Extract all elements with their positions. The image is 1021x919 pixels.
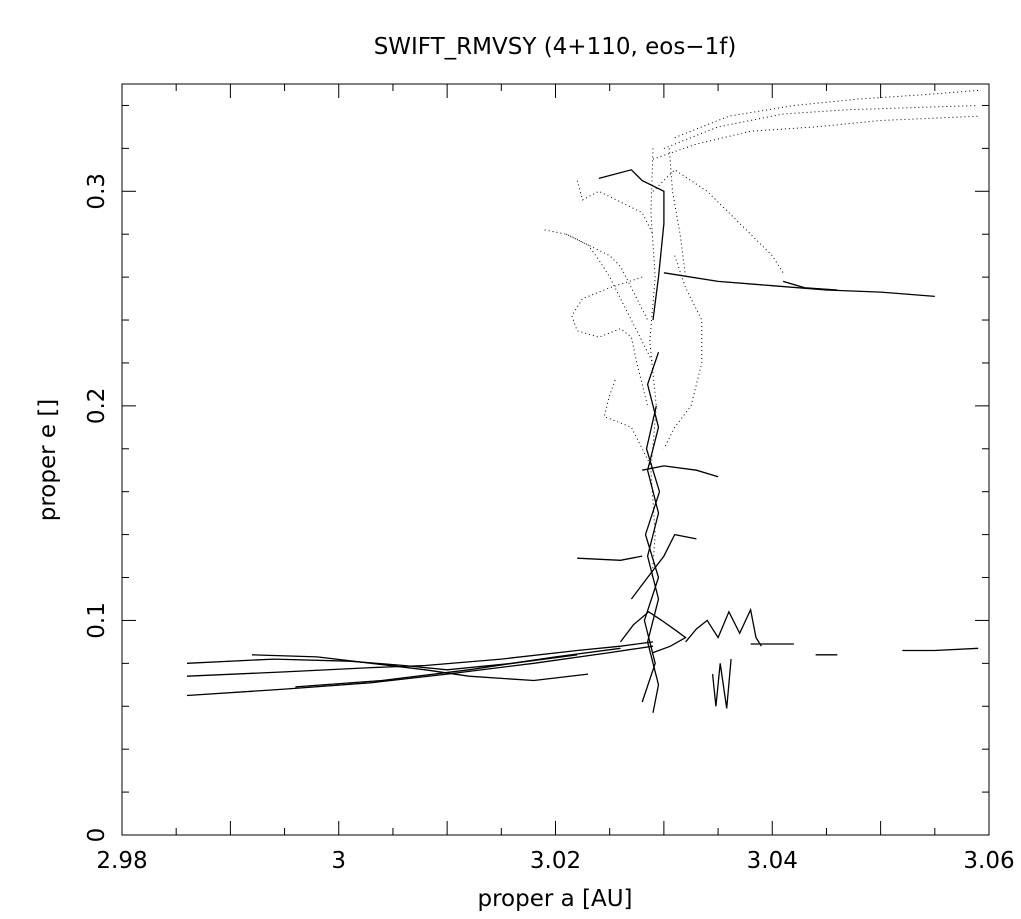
- x-tick-label: 3.02: [530, 848, 581, 874]
- plot-frame: [121, 83, 990, 836]
- data-track: [663, 255, 703, 450]
- data-track: [642, 465, 719, 478]
- data-tracks: [186, 89, 979, 713]
- y-tick-label: 0.1: [84, 602, 110, 639]
- data-track: [544, 229, 649, 321]
- data-track: [685, 607, 762, 647]
- y-tick-label: 0.3: [84, 173, 110, 210]
- chart-title: SWIFT_RMVSY (4+110, eos−1f): [374, 34, 737, 60]
- data-track: [663, 105, 979, 149]
- x-tick-label: 2.98: [96, 848, 147, 874]
- x-tick-label: 3.04: [747, 848, 798, 874]
- data-track: [251, 654, 589, 682]
- data-track: [652, 115, 979, 160]
- data-track: [641, 405, 661, 703]
- data-track: [576, 180, 654, 235]
- x-axis-label: proper a [AU]: [477, 886, 632, 912]
- x-tick-label: 3: [331, 848, 346, 874]
- data-track: [646, 351, 660, 713]
- data-track: [782, 280, 838, 291]
- data-track: [295, 647, 621, 688]
- data-track: [186, 645, 654, 697]
- data-track: [902, 647, 979, 652]
- data-track: [663, 272, 935, 298]
- y-tick-label: 0.2: [84, 388, 110, 425]
- data-track: [566, 233, 654, 364]
- data-track: [577, 555, 643, 561]
- data-track: [668, 148, 687, 278]
- data-track: [571, 276, 649, 407]
- data-track: [674, 89, 979, 139]
- axis-ticks: 2.98 3 3.02 3.04 3.06 0 0.1 0.2 0.3: [84, 84, 1015, 874]
- data-track: [630, 533, 697, 600]
- data-track: [603, 379, 654, 471]
- data-track: [711, 659, 732, 709]
- data-track: [619, 610, 687, 654]
- data-track: [598, 169, 665, 321]
- y-tick-label: 0: [84, 828, 110, 843]
- y-axis-label: proper e []: [35, 399, 61, 522]
- data-track: [186, 641, 654, 677]
- x-tick-label: 3.06: [963, 848, 1014, 874]
- data-track: [649, 148, 657, 578]
